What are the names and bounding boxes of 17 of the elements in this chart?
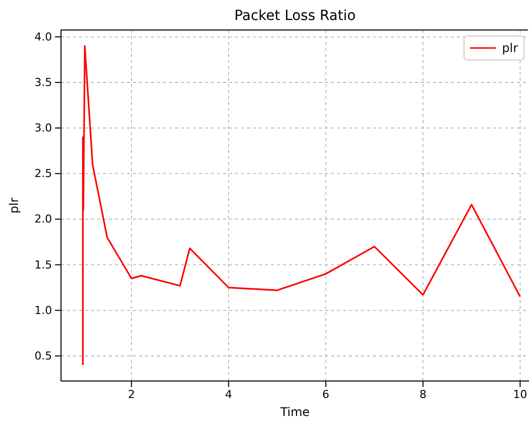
y-tick-label: 2.5 bbox=[34, 167, 52, 180]
x-tick-label: 8 bbox=[419, 388, 426, 401]
y-tick-label: 0.5 bbox=[34, 349, 52, 362]
x-tick-label: 10 bbox=[513, 388, 528, 401]
y-tick-label: 1.5 bbox=[34, 258, 52, 272]
x-tick-label: 6 bbox=[322, 388, 330, 401]
y-tick-label: 4.0 bbox=[34, 30, 52, 44]
y-tick-label: 1.0 bbox=[34, 304, 52, 317]
x-tick-label: 4 bbox=[225, 388, 232, 401]
legend-label: plr bbox=[502, 41, 518, 55]
y-tick-label: 3.5 bbox=[34, 76, 52, 89]
y-tick-label: 2.0 bbox=[34, 212, 52, 226]
x-tick-label: 2 bbox=[128, 388, 135, 401]
y-axis-title: plr bbox=[7, 197, 21, 214]
y-tick-label: 3.0 bbox=[34, 122, 52, 135]
chart-title: Packet Loss Ratio bbox=[234, 8, 356, 24]
x-axis-title: Time bbox=[279, 405, 310, 419]
